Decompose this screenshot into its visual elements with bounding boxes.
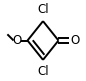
Text: Cl: Cl bbox=[37, 3, 49, 16]
Text: O: O bbox=[70, 34, 79, 47]
Text: Cl: Cl bbox=[37, 65, 49, 78]
Text: O: O bbox=[13, 34, 22, 47]
